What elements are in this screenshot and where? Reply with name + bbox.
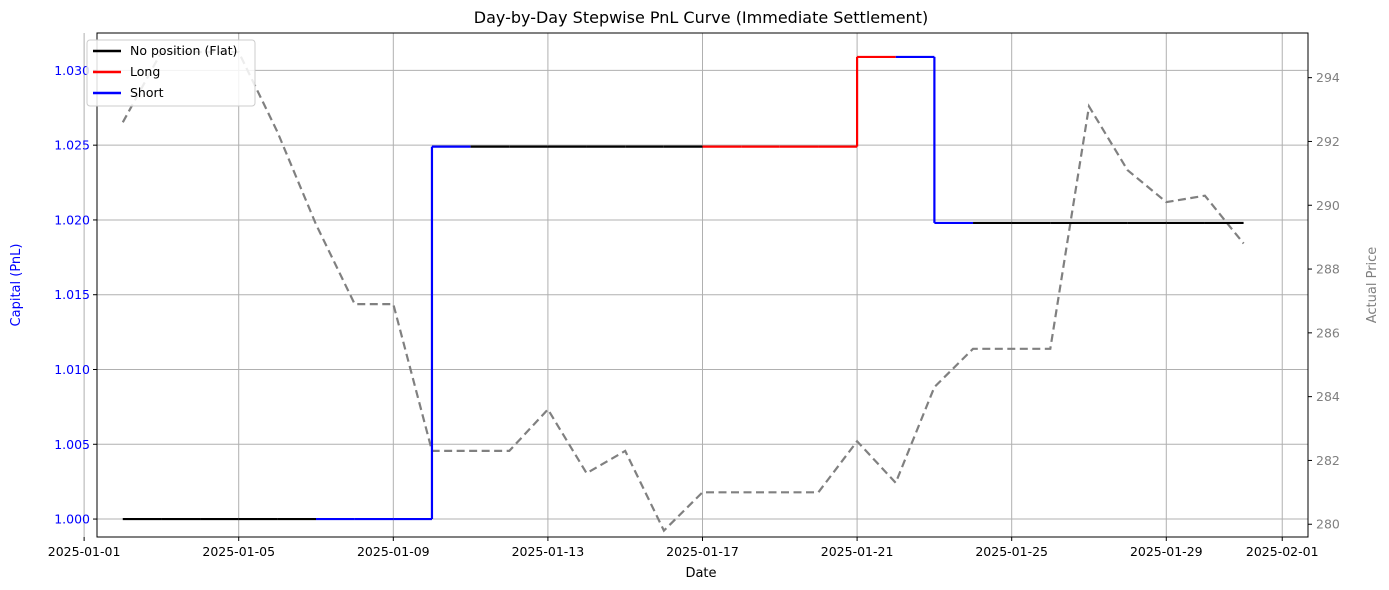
chart-title: Day-by-Day Stepwise PnL Curve (Immediate… xyxy=(474,8,928,27)
legend-label-flat: No position (Flat) xyxy=(130,43,237,58)
legend-label-long: Long xyxy=(130,64,160,79)
y-left-tick-label: 1.000 xyxy=(54,512,90,527)
y-right-tick-label: 288 xyxy=(1316,262,1340,277)
x-tick-label: 2025-02-01 xyxy=(1246,544,1319,559)
pnl-series-layer xyxy=(122,55,1244,521)
y-axis-left-label: Capital (PnL) xyxy=(9,244,24,327)
x-tick-label: 2025-01-13 xyxy=(512,544,585,559)
legend-box xyxy=(86,39,256,107)
x-tick-label: 2025-01-09 xyxy=(357,544,430,559)
x-tick-label: 2025-01-05 xyxy=(202,544,275,559)
y-right-tick-label: 280 xyxy=(1316,517,1340,532)
y-left-tick-label: 1.030 xyxy=(54,63,90,78)
x-tick-label: 2025-01-17 xyxy=(666,544,739,559)
y-left-tick-label: 1.005 xyxy=(54,437,90,452)
y-left-tick-label: 1.010 xyxy=(54,362,90,377)
y-right-tick-label: 282 xyxy=(1316,453,1340,468)
price-line xyxy=(121,50,1245,533)
y-right-tick-label: 294 xyxy=(1316,70,1340,85)
y-right-tick-label: 290 xyxy=(1316,198,1340,213)
x-axis-label: Date xyxy=(685,566,716,581)
y-left-tick-label: 1.015 xyxy=(54,287,90,302)
x-tick-label: 2025-01-29 xyxy=(1130,544,1203,559)
y-axis-right-label: Actual Price xyxy=(1365,247,1380,324)
y-right-tick-label: 292 xyxy=(1316,134,1340,149)
legend-label-short: Short xyxy=(130,85,164,100)
y-left-tick-label: 1.025 xyxy=(54,138,90,153)
x-tick-label: 2025-01-21 xyxy=(821,544,894,559)
y-left-tick-label: 1.020 xyxy=(54,212,90,227)
y-right-tick-label: 286 xyxy=(1316,325,1340,340)
legend: No position (Flat) Long Short xyxy=(86,39,256,107)
y-right-tick-label: 284 xyxy=(1316,389,1340,404)
price-series-layer xyxy=(121,50,1245,533)
x-tick-label: 2025-01-01 xyxy=(48,544,121,559)
x-tick-label: 2025-01-25 xyxy=(975,544,1048,559)
grid-layer xyxy=(83,33,1308,537)
axis-layer: 2025-01-01 2025-01-05 2025-01-09 2025-01-13… xyxy=(48,63,1340,559)
